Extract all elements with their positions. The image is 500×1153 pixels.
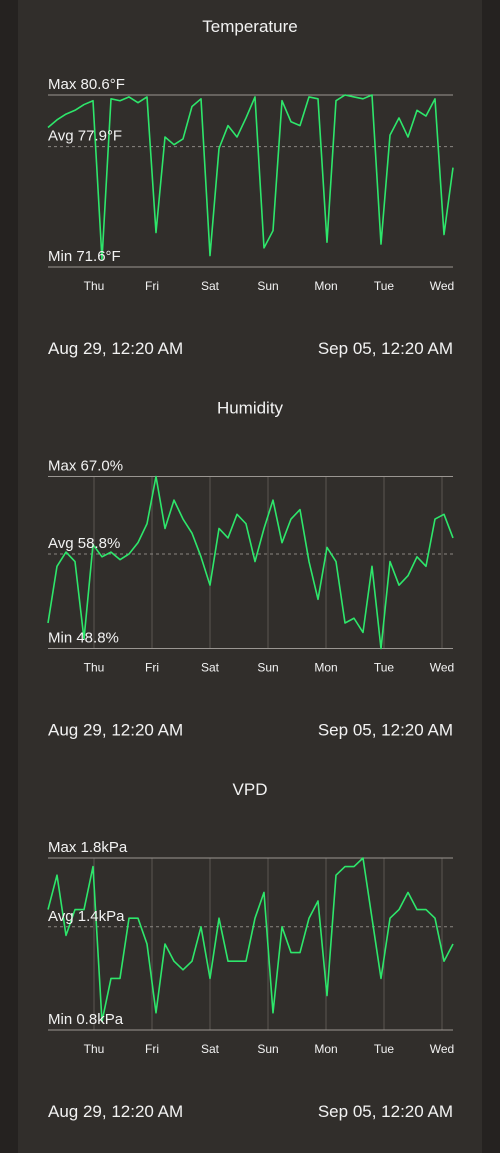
x-tick-label: Wed bbox=[430, 1042, 454, 1056]
y-tick-label: Avg 1.4kPa bbox=[48, 908, 125, 925]
y-tick-label: Avg 77.9°F bbox=[48, 128, 122, 145]
x-tick-label: Sat bbox=[201, 1042, 220, 1056]
x-tick-label: Sun bbox=[257, 1042, 278, 1056]
end-date: Sep 05, 12:20 AM bbox=[318, 339, 453, 358]
x-tick-label: Wed bbox=[430, 661, 454, 675]
end-date: Sep 05, 12:20 AM bbox=[318, 721, 453, 740]
x-tick-label: Thu bbox=[84, 661, 105, 675]
chart-title: VPD bbox=[233, 780, 268, 799]
x-tick-label: Wed bbox=[430, 279, 454, 293]
data-line bbox=[47, 857, 454, 1023]
panel bbox=[18, 0, 482, 1153]
start-date: Aug 29, 12:20 AM bbox=[48, 1102, 183, 1121]
x-tick-label: Sat bbox=[201, 661, 220, 675]
x-tick-label: Tue bbox=[374, 279, 395, 293]
y-tick-label: Min 0.8kPa bbox=[48, 1011, 124, 1028]
x-tick-label: Mon bbox=[314, 661, 337, 675]
x-tick-label: Sun bbox=[257, 661, 278, 675]
end-date: Sep 05, 12:20 AM bbox=[318, 1102, 453, 1121]
x-tick-label: Fri bbox=[145, 661, 159, 675]
y-tick-label: Min 48.8% bbox=[48, 630, 119, 647]
start-date: Aug 29, 12:20 AM bbox=[48, 339, 183, 358]
x-tick-label: Fri bbox=[145, 279, 159, 293]
x-tick-label: Sat bbox=[201, 279, 220, 293]
data-line bbox=[47, 94, 454, 261]
y-tick-label: Min 71.6°F bbox=[48, 248, 121, 265]
y-tick-label: Max 1.8kPa bbox=[48, 839, 128, 856]
x-tick-label: Mon bbox=[314, 279, 337, 293]
x-tick-label: Mon bbox=[314, 1042, 337, 1056]
chart-title: Temperature bbox=[202, 17, 297, 36]
start-date: Aug 29, 12:20 AM bbox=[48, 721, 183, 740]
x-tick-label: Tue bbox=[374, 661, 395, 675]
y-tick-label: Max 67.0% bbox=[48, 458, 123, 475]
data-line bbox=[47, 475, 454, 650]
y-tick-label: Avg 58.8% bbox=[48, 535, 120, 552]
chart-title: Humidity bbox=[217, 399, 284, 418]
x-tick-label: Fri bbox=[145, 1042, 159, 1056]
x-tick-label: Thu bbox=[84, 1042, 105, 1056]
x-tick-label: Thu bbox=[84, 279, 105, 293]
x-tick-label: Sun bbox=[257, 279, 278, 293]
x-tick-label: Tue bbox=[374, 1042, 395, 1056]
y-tick-label: Max 80.6°F bbox=[48, 76, 125, 93]
